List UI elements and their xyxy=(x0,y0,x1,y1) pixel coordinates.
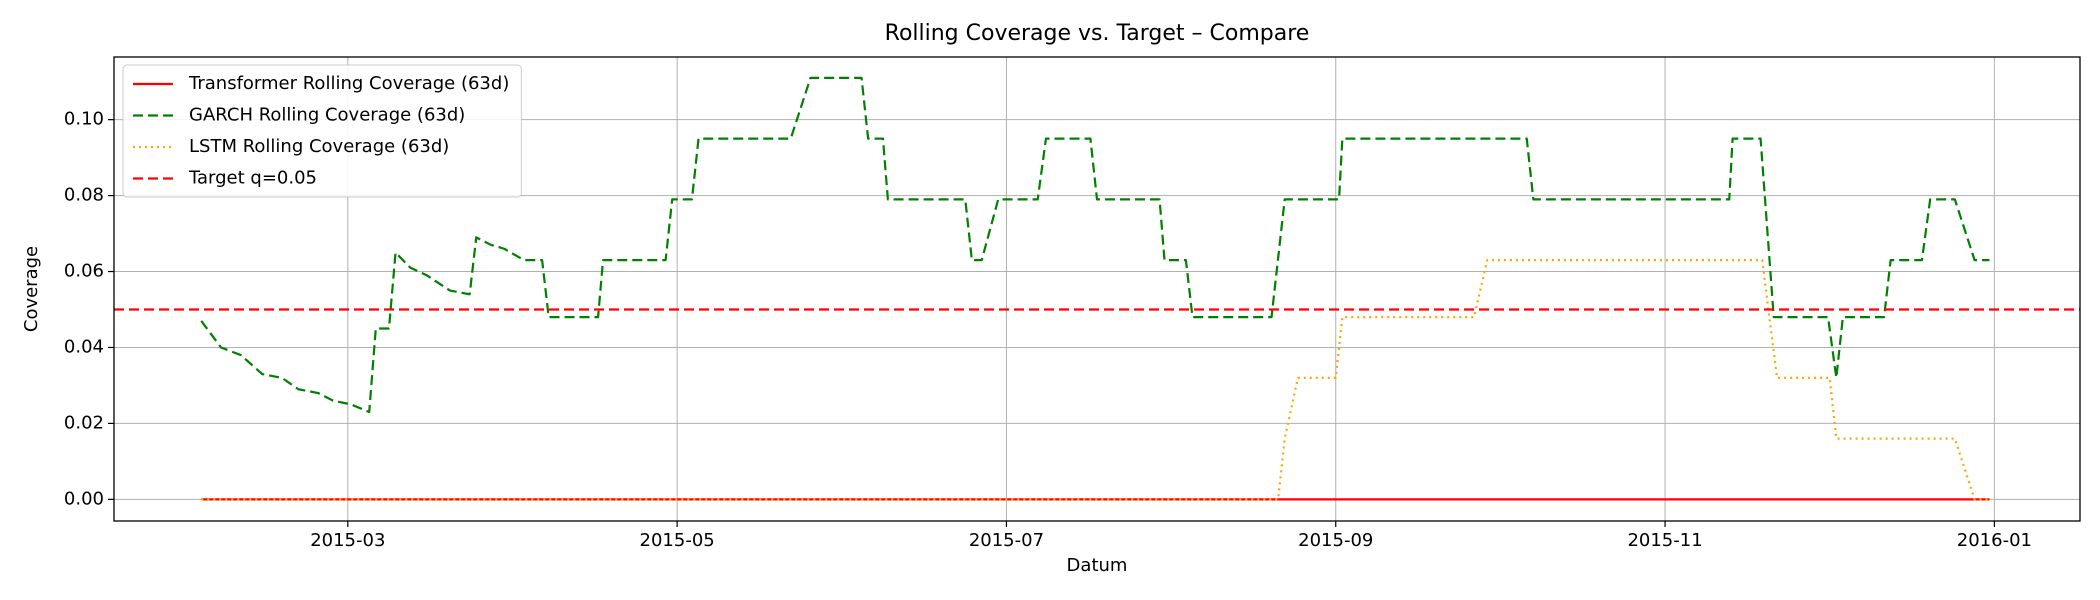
y-tick-label: 0.02 xyxy=(64,412,104,433)
x-tick-label: 2015-09 xyxy=(1298,530,1373,551)
plot-area xyxy=(114,76,2080,501)
y-tick-label: 0.00 xyxy=(64,488,104,509)
legend-label: Transformer Rolling Coverage (63d) xyxy=(188,73,509,94)
x-tick-label: 2016-01 xyxy=(1957,530,2032,551)
legend-label: LSTM Rolling Coverage (63d) xyxy=(189,136,449,157)
x-tick-label: 2015-11 xyxy=(1627,530,1702,551)
x-tick-label: 2015-03 xyxy=(310,530,385,551)
y-axis-label: Coverage xyxy=(21,246,42,332)
series-line xyxy=(201,259,1990,501)
y-tick-label: 0.08 xyxy=(64,185,104,206)
y-tick-label: 0.06 xyxy=(64,261,104,282)
legend: Transformer Rolling Coverage (63d) GARCH … xyxy=(122,64,522,198)
legend-box xyxy=(122,64,522,198)
legend-label: GARCH Rolling Coverage (63d) xyxy=(189,105,465,126)
axes-frame xyxy=(113,56,2081,522)
x-tick-label: 2015-05 xyxy=(640,530,715,551)
y-tick-label: 0.04 xyxy=(64,336,104,357)
chart-title: Rolling Coverage vs. Target – Compare xyxy=(885,21,1310,46)
series-line xyxy=(200,76,1990,414)
grid: 2015-03 2015-05 2015-07 2015-09 2015-11 2016-… xyxy=(64,57,2080,551)
legend-label: Target q=0.05 xyxy=(188,168,317,189)
x-axis-label: Datum xyxy=(1067,555,1128,576)
x-tick-label: 2015-07 xyxy=(969,530,1044,551)
y-tick-label: 0.10 xyxy=(64,109,104,130)
